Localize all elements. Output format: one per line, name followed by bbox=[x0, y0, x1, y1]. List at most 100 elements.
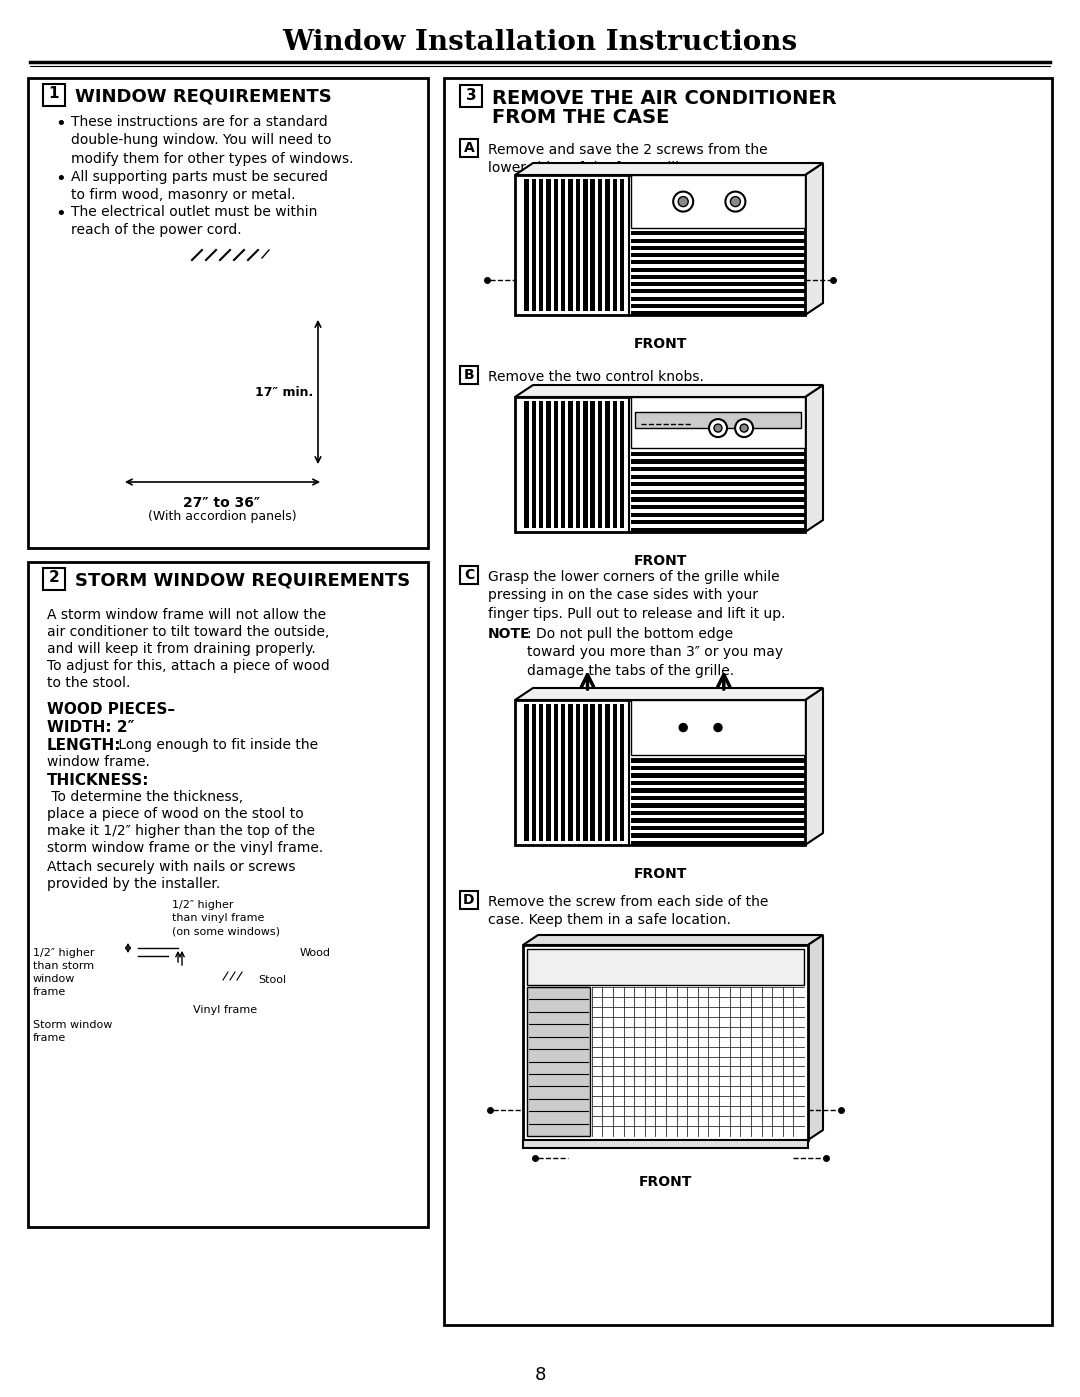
Bar bbox=[631, 841, 805, 845]
Text: FRONT: FRONT bbox=[633, 555, 687, 569]
Bar bbox=[583, 401, 588, 528]
Bar bbox=[576, 704, 580, 841]
Bar bbox=[525, 179, 529, 312]
Bar bbox=[612, 179, 617, 312]
Text: 1/2″ higher: 1/2″ higher bbox=[172, 900, 233, 909]
Bar bbox=[605, 704, 609, 841]
Bar bbox=[321, 264, 333, 460]
Bar bbox=[90, 500, 105, 525]
Polygon shape bbox=[515, 163, 823, 175]
Circle shape bbox=[678, 197, 688, 207]
Bar bbox=[631, 834, 805, 838]
Circle shape bbox=[714, 724, 723, 732]
Bar bbox=[631, 700, 805, 756]
Bar bbox=[43, 569, 65, 590]
Text: (on some windows): (on some windows) bbox=[172, 926, 280, 936]
Bar bbox=[631, 513, 805, 517]
Bar bbox=[523, 944, 808, 1140]
Bar bbox=[554, 704, 558, 841]
Bar bbox=[460, 138, 478, 156]
Text: LENGTH:: LENGTH: bbox=[48, 738, 121, 753]
Bar bbox=[28, 78, 428, 548]
Bar bbox=[631, 451, 805, 455]
Text: WINDOW REQUIREMENTS: WINDOW REQUIREMENTS bbox=[75, 88, 332, 106]
Bar bbox=[554, 179, 558, 312]
Bar bbox=[583, 704, 588, 841]
Text: STORM WINDOW REQUIREMENTS: STORM WINDOW REQUIREMENTS bbox=[75, 571, 410, 590]
Bar bbox=[612, 401, 617, 528]
Bar bbox=[605, 179, 609, 312]
Bar bbox=[631, 282, 805, 286]
Bar bbox=[631, 528, 805, 532]
Text: •: • bbox=[55, 205, 66, 224]
Bar bbox=[631, 260, 805, 264]
Text: 27″ to 36″: 27″ to 36″ bbox=[184, 496, 260, 510]
Bar bbox=[523, 1140, 808, 1148]
Bar bbox=[168, 908, 186, 949]
Bar bbox=[631, 239, 805, 243]
Text: The electrical outlet must be within
reach of the power cord.: The electrical outlet must be within rea… bbox=[71, 205, 318, 237]
Bar bbox=[598, 401, 603, 528]
Text: 3: 3 bbox=[465, 88, 476, 102]
Circle shape bbox=[708, 419, 727, 437]
Bar bbox=[460, 891, 478, 909]
Text: NOTE: NOTE bbox=[488, 627, 530, 641]
Text: WIDTH: 2″: WIDTH: 2″ bbox=[48, 719, 135, 735]
Circle shape bbox=[735, 419, 753, 437]
Bar bbox=[631, 246, 805, 250]
Text: Grasp the lower corners of the grille while
pressing in on the case sides with y: Grasp the lower corners of the grille wh… bbox=[488, 570, 785, 620]
Text: Remove the two control knobs.: Remove the two control knobs. bbox=[488, 370, 704, 384]
Text: frame: frame bbox=[33, 988, 66, 997]
Text: 8: 8 bbox=[535, 1366, 545, 1384]
Text: Long enough to fit inside the: Long enough to fit inside the bbox=[114, 738, 319, 752]
Bar bbox=[576, 401, 580, 528]
Bar bbox=[631, 497, 805, 502]
Bar bbox=[539, 401, 543, 528]
Text: FRONT: FRONT bbox=[633, 868, 687, 882]
Bar bbox=[515, 397, 805, 532]
Bar bbox=[631, 275, 805, 279]
Circle shape bbox=[740, 425, 748, 432]
Bar bbox=[202, 292, 242, 305]
Bar bbox=[188, 981, 238, 996]
Circle shape bbox=[726, 191, 745, 211]
Bar bbox=[122, 263, 323, 317]
Bar bbox=[43, 84, 65, 106]
Bar bbox=[554, 401, 558, 528]
Polygon shape bbox=[523, 935, 823, 944]
Bar bbox=[515, 175, 805, 314]
Text: D: D bbox=[463, 893, 475, 907]
Text: Vinyl frame: Vinyl frame bbox=[193, 1004, 257, 1016]
Polygon shape bbox=[515, 833, 823, 845]
Circle shape bbox=[679, 724, 687, 732]
Bar bbox=[576, 179, 580, 312]
Bar bbox=[631, 397, 805, 448]
Bar bbox=[178, 960, 185, 990]
Text: •: • bbox=[55, 115, 66, 133]
Bar bbox=[631, 482, 805, 486]
Bar bbox=[631, 253, 805, 257]
Bar bbox=[87, 263, 106, 467]
Text: window frame.: window frame. bbox=[48, 754, 150, 768]
Text: To adjust for this, attach a piece of wood: To adjust for this, attach a piece of wo… bbox=[48, 659, 329, 673]
Text: Remove and save the 2 screws from the
lower sides of the front grille.: Remove and save the 2 screws from the lo… bbox=[488, 142, 768, 176]
Bar bbox=[568, 179, 572, 312]
Text: Wood: Wood bbox=[300, 949, 330, 958]
Bar bbox=[612, 704, 617, 841]
Bar bbox=[539, 704, 543, 841]
Bar bbox=[546, 401, 551, 528]
Bar bbox=[583, 179, 588, 312]
Text: FRONT: FRONT bbox=[633, 337, 687, 351]
Bar bbox=[460, 85, 482, 108]
Bar bbox=[631, 803, 805, 807]
Bar bbox=[591, 401, 595, 528]
Text: frame: frame bbox=[33, 1032, 66, 1044]
Bar bbox=[631, 312, 805, 314]
Bar bbox=[539, 179, 543, 312]
Bar bbox=[631, 826, 805, 830]
Text: than vinyl frame: than vinyl frame bbox=[172, 914, 265, 923]
Text: B: B bbox=[463, 367, 474, 381]
Bar bbox=[631, 819, 805, 823]
Bar bbox=[631, 766, 805, 770]
Bar bbox=[568, 704, 572, 841]
